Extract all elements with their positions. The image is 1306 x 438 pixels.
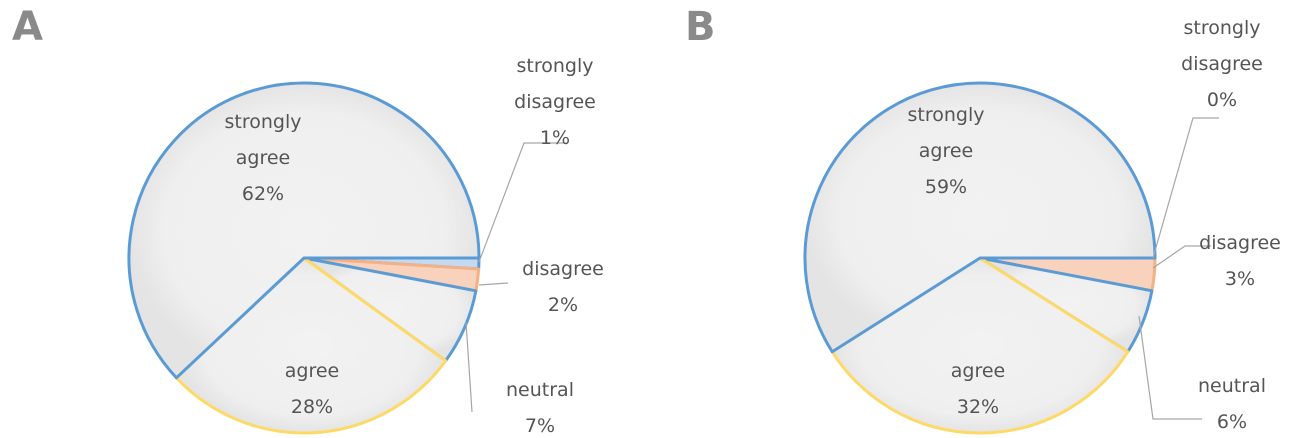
leader-line-strongly-disagree: [1152, 117, 1219, 259]
leader-line-strongly-disagree: [478, 142, 567, 263]
panel-label-a: A: [12, 4, 43, 50]
data-label-neutral: neutral 7%: [506, 379, 574, 437]
pie-chart-a: A strongly agree 62% strongly disagree 1% disa…: [12, 4, 604, 437]
slice-strongly-agree: [127, 81, 481, 380]
leader-line-disagree: [1152, 245, 1211, 269]
data-label-neutral: neutral 6%: [1198, 375, 1266, 433]
pie-a-svg: strongly agree 62% strongly disagree 1% disagr…: [127, 55, 604, 437]
data-label-disagree: disagree 2%: [522, 258, 604, 316]
slice-strongly-agree: [803, 81, 1157, 354]
slice-agree: [830, 256, 1130, 435]
leader-line-disagree: [478, 282, 509, 286]
pie-b-svg: strongly agree 59% strongly disagree 0% disagr…: [803, 17, 1281, 435]
data-label-disagree: disagree 3%: [1199, 232, 1281, 290]
slice-agree: [174, 256, 448, 435]
data-label-strongly-disagree: strongly disagree 0%: [1181, 17, 1263, 111]
pie-chart-b: B strongly agree 59% strongly disagree 0% disa…: [653, 0, 1306, 438]
data-label-strongly-agree: strongly agree 62%: [225, 111, 302, 205]
data-label-strongly-agree: strongly agree 59%: [908, 104, 985, 198]
leader-line-neutral: [465, 321, 473, 413]
panel-label-b: B: [685, 4, 716, 50]
data-label-strongly-disagree: strongly disagree 1%: [514, 55, 596, 149]
data-label-agree: agree 32%: [951, 360, 1005, 418]
data-label-agree: agree 28%: [285, 360, 339, 418]
leader-line-neutral: [1138, 315, 1202, 420]
